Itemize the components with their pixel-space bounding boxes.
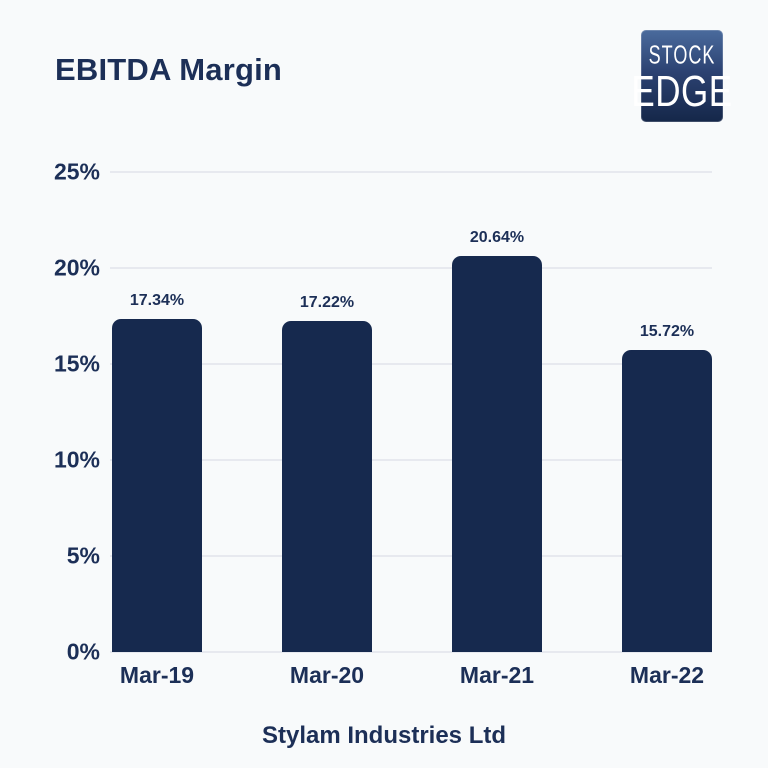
x-axis-label: Mar-22: [629, 662, 705, 688]
y-axis-tick-label: 5%: [66, 542, 100, 569]
x-axis-label: Mar-21: [459, 662, 535, 688]
bar-mar-19: [112, 319, 202, 652]
bar-value-label: 17.22%: [299, 294, 355, 312]
gridline: [110, 459, 712, 461]
logo-text-stock: STOCK: [648, 40, 716, 69]
stockedge-logo: STOCK EDGE: [631, 30, 732, 122]
gridline: [110, 171, 712, 173]
x-axis-label: Mar-20: [289, 662, 365, 688]
y-axis-tick-label: 25%: [53, 158, 100, 185]
y-axis-tick-label: 15%: [53, 350, 100, 377]
bar-mar-21: [452, 255, 542, 652]
gridline: [110, 651, 712, 653]
gridline: [110, 267, 712, 269]
y-axis-tick-label: 0%: [66, 638, 100, 665]
y-axis-tick-label: 20%: [53, 254, 100, 281]
gridline: [110, 555, 712, 557]
y-axis-tick-label: 10%: [53, 446, 100, 473]
bar-value-label: 17.34%: [129, 292, 185, 310]
bar-value-label: 15.72%: [639, 323, 695, 341]
bar-value-label: 20.64%: [469, 228, 525, 246]
x-axis-label: Mar-19: [119, 662, 195, 688]
bar-mar-20: [282, 321, 372, 652]
chart-title: EBITDA Margin: [55, 52, 283, 87]
company-name-caption: Stylam Industries Ltd: [261, 722, 507, 749]
bar-mar-22: [622, 350, 712, 652]
gridline: [110, 363, 712, 365]
logo-text-edge: EDGE: [631, 66, 733, 116]
